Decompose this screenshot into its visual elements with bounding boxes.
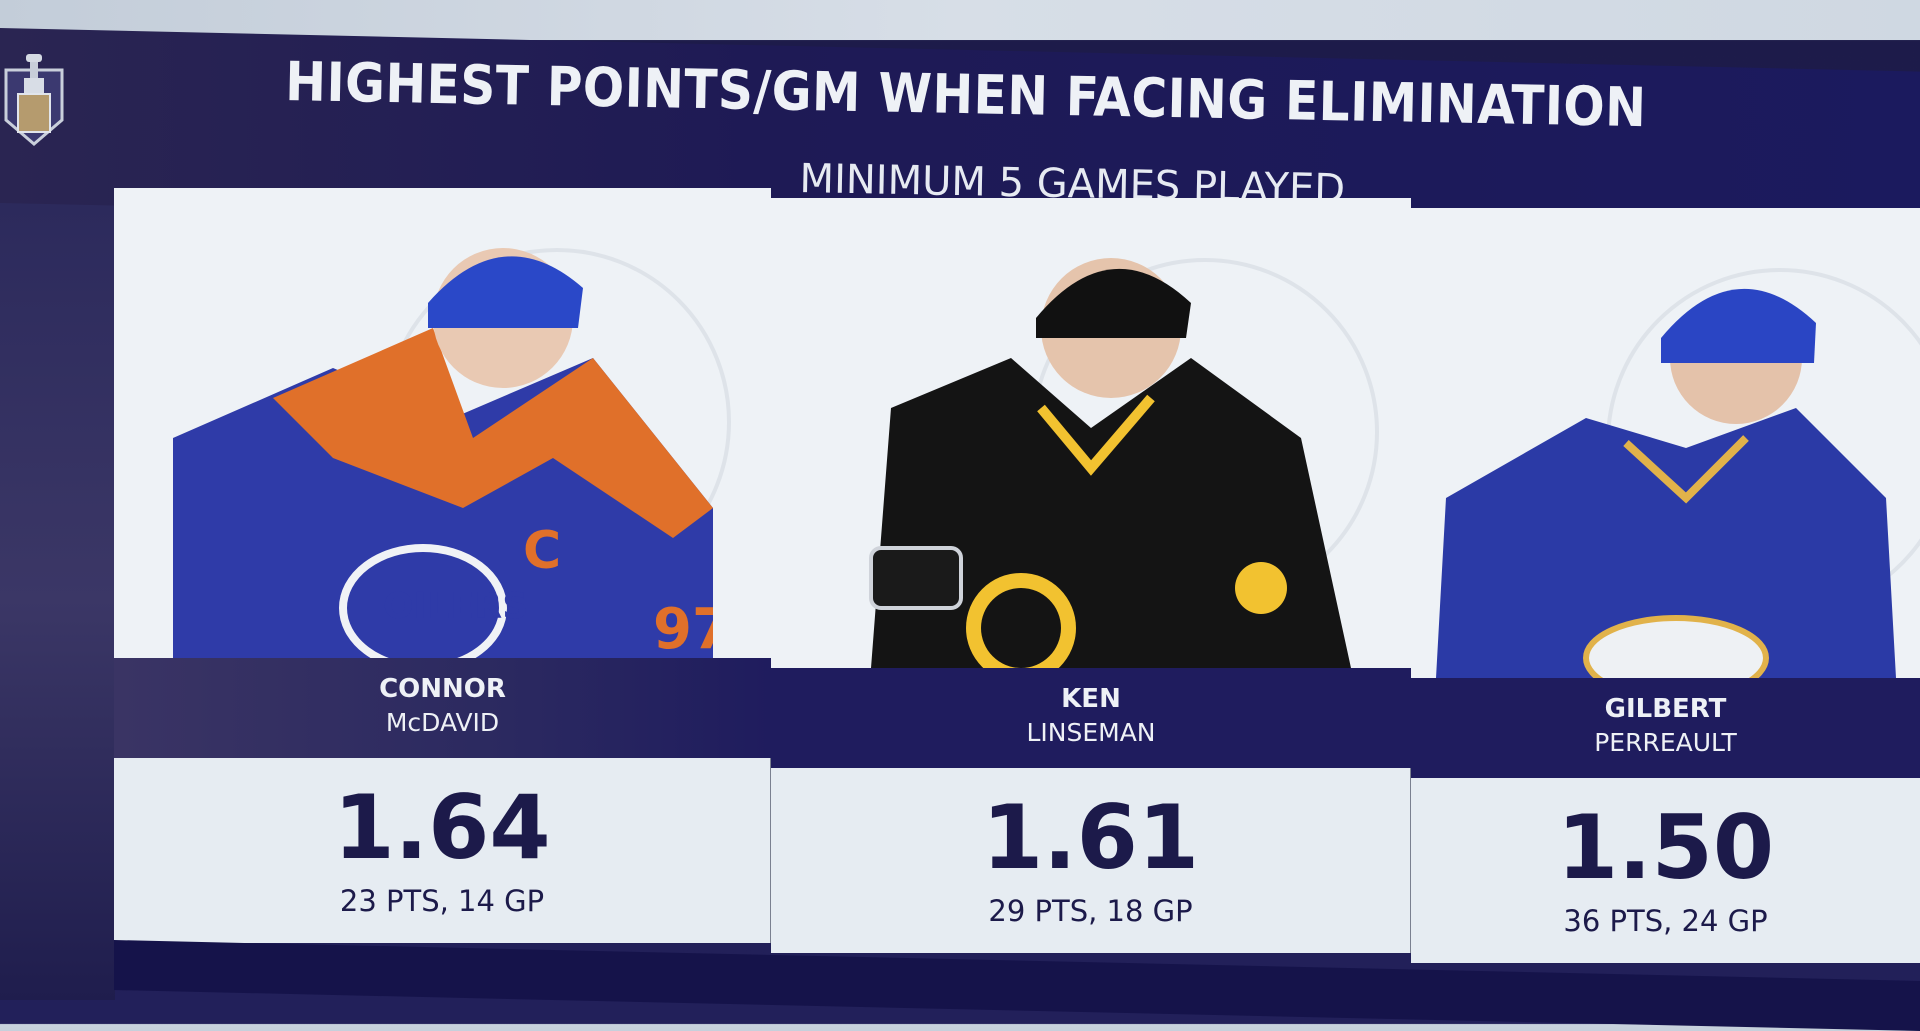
points-per-game: 1.61 <box>771 788 1410 888</box>
points-per-game: 1.64 <box>114 778 770 878</box>
player-last-name: LINSEMAN <box>771 718 1411 747</box>
stat-box: 1.50 36 PTS, 24 GP <box>1411 778 1920 963</box>
player-name-bar: CONNOR McDAVID <box>114 658 771 758</box>
stat-box: 1.64 23 PTS, 14 GP <box>114 758 771 943</box>
player-card: KEN LINSEMAN 1.61 29 PTS, 18 GP <box>771 198 1411 968</box>
stat-box: 1.61 29 PTS, 18 GP <box>771 768 1411 953</box>
svg-text:OILERS: OILERS <box>383 586 528 627</box>
player-name-bar: GILBERT PERREAULT <box>1411 678 1920 778</box>
player-illustration-icon <box>831 208 1351 668</box>
player-cards: OILERS C 97 CONNOR McDAVID 1.64 23 PTS, … <box>114 188 1920 978</box>
player-name-bar: KEN LINSEMAN <box>771 668 1411 768</box>
player-first-name: GILBERT <box>1411 694 1920 724</box>
player-photo <box>771 198 1411 668</box>
svg-text:C: C <box>523 521 561 581</box>
player-card: GILBERT PERREAULT 1.50 36 PTS, 24 GP <box>1411 208 1920 978</box>
player-first-name: CONNOR <box>114 674 771 704</box>
player-last-name: McDAVID <box>114 708 771 737</box>
svg-text:97: 97 <box>653 597 713 658</box>
player-illustration-icon: OILERS C 97 <box>173 208 713 658</box>
side-background <box>0 200 115 1000</box>
points-games-detail: 29 PTS, 18 GP <box>771 894 1410 928</box>
points-per-game: 1.50 <box>1411 798 1920 898</box>
player-illustration-icon <box>1436 238 1896 678</box>
player-last-name: PERREAULT <box>1411 728 1920 757</box>
points-games-detail: 23 PTS, 14 GP <box>114 884 770 918</box>
player-first-name: KEN <box>771 684 1411 714</box>
player-photo: OILERS C 97 <box>114 188 771 664</box>
player-photo <box>1411 208 1920 683</box>
stanley-cup-icon <box>4 50 64 146</box>
points-games-detail: 36 PTS, 24 GP <box>1411 904 1920 938</box>
player-card: OILERS C 97 CONNOR McDAVID 1.64 23 PTS, … <box>114 188 771 958</box>
